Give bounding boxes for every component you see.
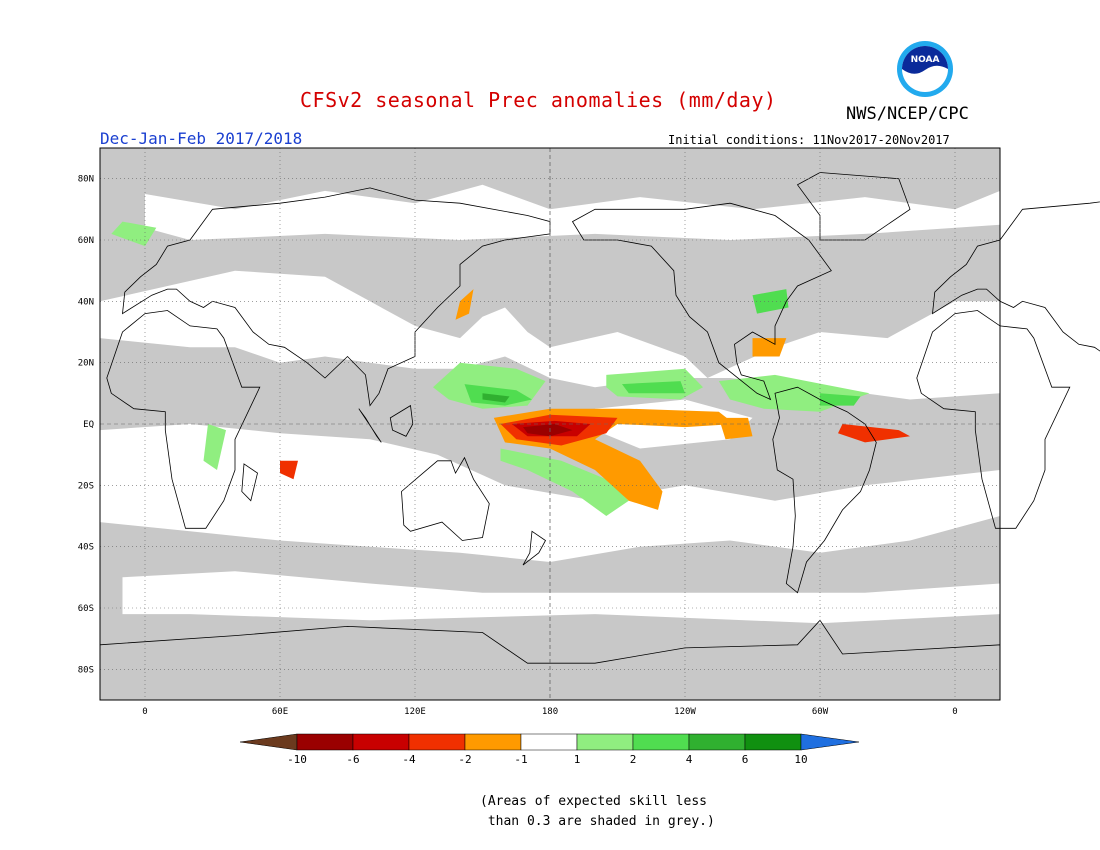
lat-tick-label: 40N — [78, 297, 94, 307]
lon-tick-label: 60E — [272, 707, 288, 717]
anomaly-patch — [455, 289, 474, 320]
anomaly-patch — [838, 424, 910, 443]
initial-conditions-label: Initial conditions: 11Nov2017-20Nov2017 — [668, 133, 950, 147]
anomaly-patch — [622, 381, 685, 394]
anomaly-patch — [500, 448, 629, 516]
lat-tick-label: 40S — [78, 543, 94, 553]
colorbar-label: 2 — [630, 753, 637, 766]
lat-tick-label: 60N — [78, 236, 94, 246]
coastline — [772, 386, 877, 594]
colorbar-label: -1 — [514, 753, 527, 766]
lat-tick-label: 80S — [78, 665, 94, 675]
anomaly-patch — [280, 460, 298, 480]
coastline — [241, 463, 258, 502]
anomaly-shading — [111, 221, 910, 516]
colorbar-arrow-low — [239, 733, 298, 751]
colorbar-bin — [744, 733, 802, 751]
colorbar-label: -10 — [287, 753, 307, 766]
coastline — [358, 408, 382, 443]
colorbar-bin — [464, 733, 522, 751]
lon-tick-label: 60W — [812, 707, 829, 717]
footnote-line-2: than 0.3 are shaded in grey.) — [480, 814, 715, 829]
colorbar-bin — [688, 733, 746, 751]
anomaly-patch — [482, 393, 510, 403]
anomaly-patch — [111, 221, 157, 247]
colorbar-bin — [408, 733, 466, 751]
coastline — [522, 530, 547, 566]
season-label: Dec-Jan-Feb 2017/2018 — [100, 129, 303, 148]
colorbar-label: -6 — [346, 753, 359, 766]
coastline — [106, 310, 261, 529]
colorbar-label: 1 — [574, 753, 581, 766]
skill-footnote: (Areas of expected skill less than 0.3 a… — [480, 792, 715, 832]
coastline — [401, 456, 490, 541]
coastline — [571, 202, 832, 401]
colorbar-bin — [576, 733, 634, 751]
lat-tick-label: EQ — [83, 420, 94, 430]
gridlines — [100, 148, 1000, 700]
colorbar-bin — [296, 733, 354, 751]
anomaly-patch — [752, 289, 789, 314]
colorbar-bin — [632, 733, 690, 751]
lon-tick-label: 0 — [952, 707, 957, 717]
coastline — [796, 172, 911, 241]
lat-tick-label: 80N — [78, 175, 94, 185]
anomaly-patch — [820, 393, 861, 406]
lat-tick-label: 20S — [78, 481, 94, 491]
logo-text: NOAA — [911, 55, 940, 65]
anomaly-patch — [718, 417, 753, 440]
lat-tick-label: 60S — [78, 604, 94, 614]
lon-tick-label: 0 — [142, 707, 147, 717]
map-frame — [99, 147, 1001, 701]
lon-labels: 0 60E 120E 180 120W 60W 0 — [142, 707, 957, 717]
low-skill-area — [122, 571, 1000, 624]
coastline — [389, 404, 414, 437]
colorbar-bin — [352, 733, 410, 751]
lon-tick-label: 120W — [674, 707, 696, 717]
colorbar-bin — [520, 733, 578, 751]
colorbar-label: 4 — [686, 753, 693, 766]
anomaly-patch — [203, 424, 226, 470]
lat-tick-label: 20N — [78, 359, 94, 369]
chart-title: CFSv2 seasonal Prec anomalies (mm/day) — [300, 88, 777, 112]
low-skill-area — [100, 270, 1000, 400]
anomaly-patch — [464, 384, 532, 406]
colorbar-label: 6 — [742, 753, 749, 766]
agency-label: NWS/NCEP/CPC — [846, 104, 969, 124]
colorbar: -10 -6 -4 -2 -1 1 2 4 6 10 — [239, 733, 860, 766]
anomaly-patch — [752, 338, 787, 357]
colorbar-arrow-high — [800, 733, 860, 751]
colorbar-label: -2 — [458, 753, 471, 766]
lat-labels: 80N 60N 40N 20N EQ 20S 40S 60S 80S — [78, 175, 94, 676]
lon-tick-label: 120E — [404, 707, 426, 717]
coastline — [916, 310, 1071, 529]
lon-tick-label: 180 — [542, 707, 558, 717]
low-skill-area — [145, 184, 1000, 240]
colorbar-label: 10 — [794, 753, 807, 766]
noaa-logo-icon: NOAA — [897, 41, 953, 97]
footnote-line-1: (Areas of expected skill less — [480, 794, 707, 809]
coastline — [122, 187, 551, 407]
coastline — [932, 201, 1100, 352]
colorbar-label: -4 — [402, 753, 416, 766]
anomaly-patch — [523, 424, 573, 437]
